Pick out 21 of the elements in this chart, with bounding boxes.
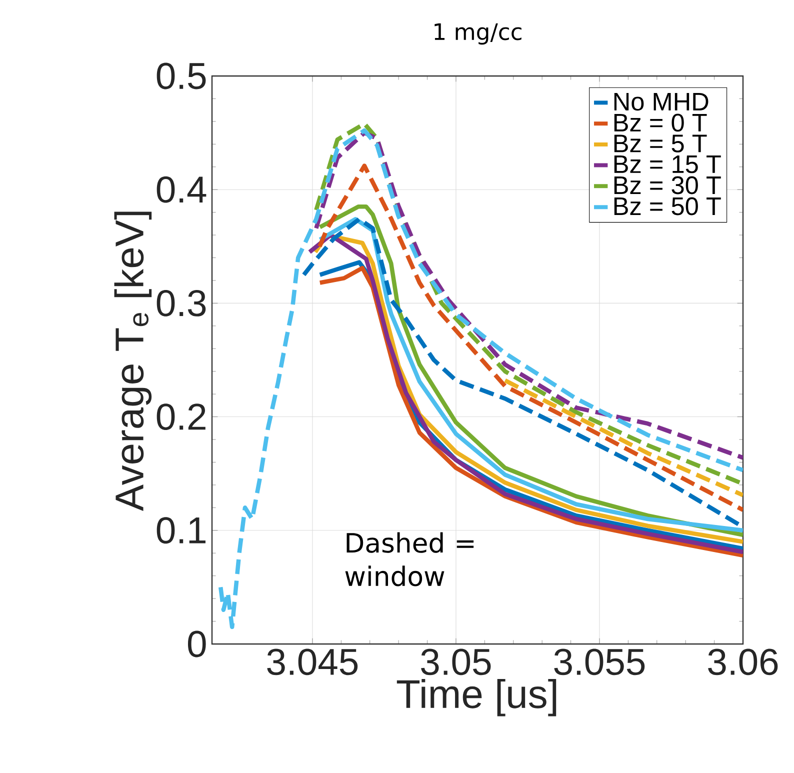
y-tick-label: 0.1 xyxy=(156,517,206,544)
y-tick-label: 0 xyxy=(188,630,206,658)
legend-label: No MHD xyxy=(614,92,708,111)
y-tick-label: 0.5 xyxy=(156,62,206,90)
y-tick-label: 0.4 xyxy=(156,176,206,203)
x-tick-label: 3.06 xyxy=(708,648,778,676)
x-tick-label: 3.055 xyxy=(554,648,645,676)
x-tick-label: 3.05 xyxy=(421,648,491,676)
annotation: Dashed = window xyxy=(345,532,474,586)
legend-label: Bz = 15 T xyxy=(614,156,721,174)
legend-label: Bz = 0 T xyxy=(614,114,707,132)
x-axis-title: Time [us] xyxy=(396,678,556,716)
x-tick-label: 3.045 xyxy=(267,648,358,676)
y-axis-title: Average T$_{e}$ [keV] xyxy=(114,212,152,512)
chart-title: 1 mg/cc xyxy=(434,23,522,45)
legend-label: Bz = 5 T xyxy=(614,134,707,152)
y-tick-label: 0.2 xyxy=(156,404,206,430)
legend-label: Bz = 50 T xyxy=(614,197,721,216)
line-series xyxy=(502,378,743,498)
y-tick-label: 0.3 xyxy=(156,290,206,316)
legend-label: Bz = 30 T xyxy=(614,176,721,194)
